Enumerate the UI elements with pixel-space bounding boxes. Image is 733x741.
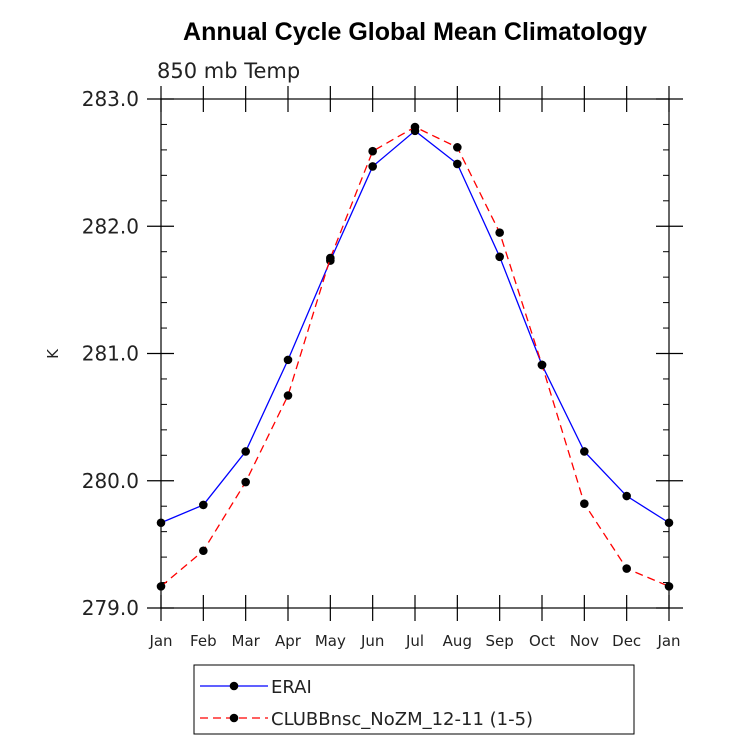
data-point (622, 491, 631, 501)
data-point (326, 253, 335, 263)
data-point (580, 499, 589, 508)
data-point (156, 582, 166, 591)
x-tick-label: Jun (360, 632, 384, 650)
x-tick-label: Jan (656, 632, 680, 650)
data-point (410, 122, 420, 132)
legend-box (193, 664, 635, 735)
x-tick-label: Nov (570, 632, 599, 650)
data-point (199, 500, 208, 510)
x-tick-label: Apr (275, 632, 302, 650)
x-tick-label: Jul (405, 632, 424, 650)
data-point (368, 162, 377, 171)
data-point (368, 146, 377, 156)
data-point (664, 582, 674, 591)
minor-ticks (161, 123, 669, 584)
chart-subtitle: 850 mb Temp (157, 59, 300, 83)
legend-label: ERAI (271, 677, 312, 698)
y-tick-label: 282.0 (82, 214, 139, 238)
data-point (580, 447, 589, 456)
y-tick-label: 283.0 (82, 87, 139, 111)
data-point (241, 447, 250, 456)
legend-marker (229, 713, 239, 723)
y-tick-label: 280.0 (82, 469, 139, 493)
x-tick-label: Dec (612, 632, 641, 650)
data-point (241, 477, 250, 487)
series-layer (156, 122, 674, 591)
y-tick-labels: 279.0 280.0 281.0 282.0 283.0 (82, 87, 139, 620)
x-tick-label: Jan (148, 632, 172, 650)
x-tick-label: Oct (529, 632, 555, 650)
x-tick-label: Mar (232, 632, 261, 650)
data-point (199, 546, 208, 556)
legend-entry: ERAI (200, 677, 312, 698)
plot-frame (160, 98, 670, 609)
y-tick-label: 281.0 (82, 342, 139, 366)
data-point (283, 391, 293, 400)
series-line (160, 126, 670, 587)
x-tick-label: May (315, 632, 346, 650)
y-axis-label: K (44, 348, 62, 359)
y-tick-label: 279.0 (82, 596, 139, 620)
legend: ERAI CLUBBnsc_NoZM_12-11 (1-5) (193, 664, 635, 735)
data-point (453, 159, 462, 169)
series-line (160, 129, 670, 524)
data-point (495, 252, 504, 262)
series-2 (156, 122, 674, 591)
major-ticks (147, 86, 683, 621)
data-point (453, 143, 462, 152)
x-tick-label: Sep (486, 632, 514, 650)
legend-entry: CLUBBnsc_NoZM_12-11 (1-5) (200, 709, 533, 730)
data-point (156, 518, 166, 528)
series-1 (156, 126, 674, 528)
legend-marker (229, 681, 239, 691)
chart-title: Annual Cycle Global Mean Climatology (183, 18, 647, 46)
x-tick-labels: Jan Feb Mar Apr May Jun Jul Aug Sep Oct Nov Dec Jan (148, 632, 680, 650)
x-tick-label: Aug (443, 632, 472, 650)
data-point (495, 228, 504, 237)
data-point (664, 518, 674, 528)
data-point (622, 564, 631, 573)
legend-label: CLUBBnsc_NoZM_12-11 (1-5) (271, 709, 533, 730)
x-tick-label: Feb (190, 632, 217, 650)
data-point (283, 355, 293, 365)
data-point (537, 360, 547, 370)
